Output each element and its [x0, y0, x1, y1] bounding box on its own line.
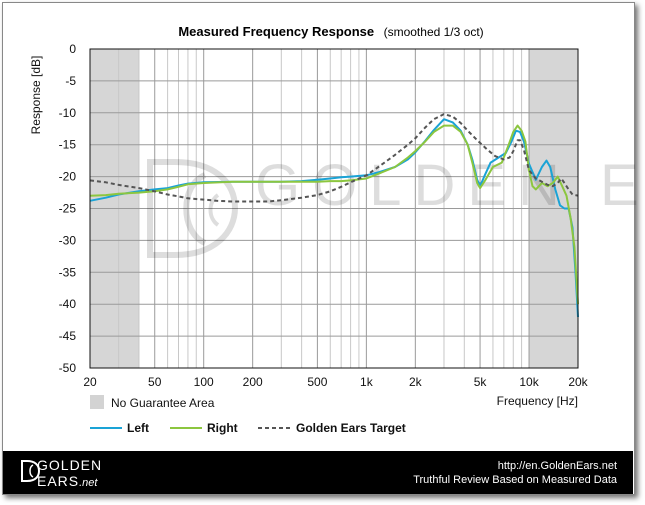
y-tick-label: -10 — [59, 106, 77, 120]
x-tick-label: 20k — [568, 375, 588, 389]
legend-shaded-label: No Guarantee Area — [111, 396, 215, 410]
logo-line2: EARS — [37, 473, 80, 489]
y-tick-label: -5 — [65, 74, 76, 88]
y-tick-label: -25 — [59, 202, 77, 216]
x-tick-label: 2k — [409, 375, 423, 389]
footer-url-block: http://en.GoldenEars.net Truthful Review… — [413, 459, 617, 487]
chart-subtitle: (smoothed 1/3 oct) — [384, 25, 484, 39]
grid-lines — [90, 48, 578, 369]
x-tick-labels: 20 50 100 200 500 1k 2k 5k 10k 20k — [83, 375, 588, 389]
series-line-right — [89, 124, 579, 305]
watermark-logo-icon — [147, 159, 239, 258]
x-tick-label: 20 — [83, 375, 97, 389]
y-axis-label: Response [dB] — [29, 56, 43, 135]
plot-border — [89, 48, 579, 369]
y-tick-labels: 0 -5 -10 -15 -20 -25 -30 -35 -40 -45 -50 — [59, 42, 77, 375]
y-tick-label: -45 — [59, 329, 77, 343]
legend-left-label: Left — [127, 421, 149, 435]
footer-logo-text: GOLDEN EARS.net — [37, 457, 102, 491]
series-layer — [89, 113, 579, 318]
x-tick-label: 200 — [243, 375, 263, 389]
legend-right-label: Right — [207, 421, 238, 435]
x-axis-label: Frequency [Hz] — [497, 394, 578, 408]
legend-target-label: Golden Ears Target — [296, 421, 406, 435]
x-tick-label: 5k — [474, 375, 488, 389]
logo-line2-wrap: EARS.net — [37, 473, 102, 491]
footer-tagline: Truthful Review Based on Measured Data — [413, 474, 617, 486]
x-tick-label: 10k — [519, 375, 539, 389]
golden-ears-logo-icon — [21, 460, 41, 482]
y-tick-label: -20 — [59, 170, 77, 184]
logo-line1: GOLDEN — [37, 457, 103, 473]
series-line-golden-ears-target — [89, 113, 579, 203]
footer-bar: GOLDEN EARS.net http://en.GoldenEars.net… — [3, 451, 633, 494]
x-tick-label: 500 — [307, 375, 327, 389]
golden-ears-watermark: GOLDEN EARS — [147, 153, 645, 258]
y-tick-label: -50 — [59, 361, 77, 375]
x-tick-label: 100 — [194, 375, 214, 389]
y-tick-label: -40 — [59, 297, 77, 311]
watermark-text: GOLDEN EARS — [255, 153, 645, 218]
legend-shaded-swatch — [90, 395, 104, 409]
y-tick-label: -35 — [59, 265, 77, 279]
chart-title: Measured Frequency Response — [178, 24, 374, 39]
x-tick-label: 1k — [360, 375, 374, 389]
y-tick-label: -15 — [59, 138, 77, 152]
x-tick-label: 50 — [148, 375, 162, 389]
chart-title-group: Measured Frequency Response (smoothed 1/… — [178, 23, 483, 40]
y-tick-label: -30 — [59, 233, 77, 247]
y-tick-label: 0 — [69, 42, 76, 56]
logo-net: .net — [79, 477, 98, 489]
footer-url[interactable]: http://en.GoldenEars.net — [497, 460, 617, 472]
